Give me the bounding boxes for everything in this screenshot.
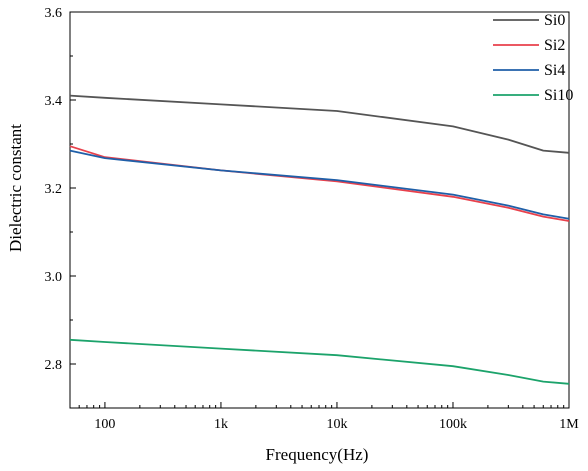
y-axis: 2.8 3.0 3.2 3.4 3.6 (45, 6, 76, 409)
legend: Si0 Si2 Si4 Si10 (493, 12, 573, 104)
y-tick-label: 3.0 (45, 270, 63, 285)
plot-area (69, 11, 570, 409)
y-tick-label: 3.4 (45, 94, 63, 109)
series-line-si10 (69, 338, 570, 385)
legend-label: Si4 (544, 62, 565, 79)
series-lines (69, 94, 570, 385)
legend-label: Si2 (544, 37, 565, 54)
y-axis-title: Dielectric constant (6, 124, 25, 252)
series-line-si4 (69, 149, 570, 220)
x-tick-label: 10k (326, 417, 347, 432)
series-line-si2 (69, 145, 570, 222)
x-axis-title: Frequency(Hz) (266, 445, 369, 464)
x-axis: 100 1k 10k 100k 1M (69, 402, 579, 432)
legend-label: Si0 (544, 12, 565, 29)
y-tick-label: 2.8 (45, 358, 63, 373)
y-tick-label: 3.2 (45, 182, 63, 197)
plot-border (69, 11, 570, 409)
legend-label: Si10 (544, 87, 573, 104)
y-tick-label: 3.6 (45, 6, 63, 21)
x-tick-label: 100 (94, 417, 115, 432)
series-line-si0 (69, 94, 570, 154)
x-tick-label: 1k (214, 417, 228, 432)
x-tick-label: 1M (559, 417, 579, 432)
x-tick-label: 100k (439, 417, 467, 432)
